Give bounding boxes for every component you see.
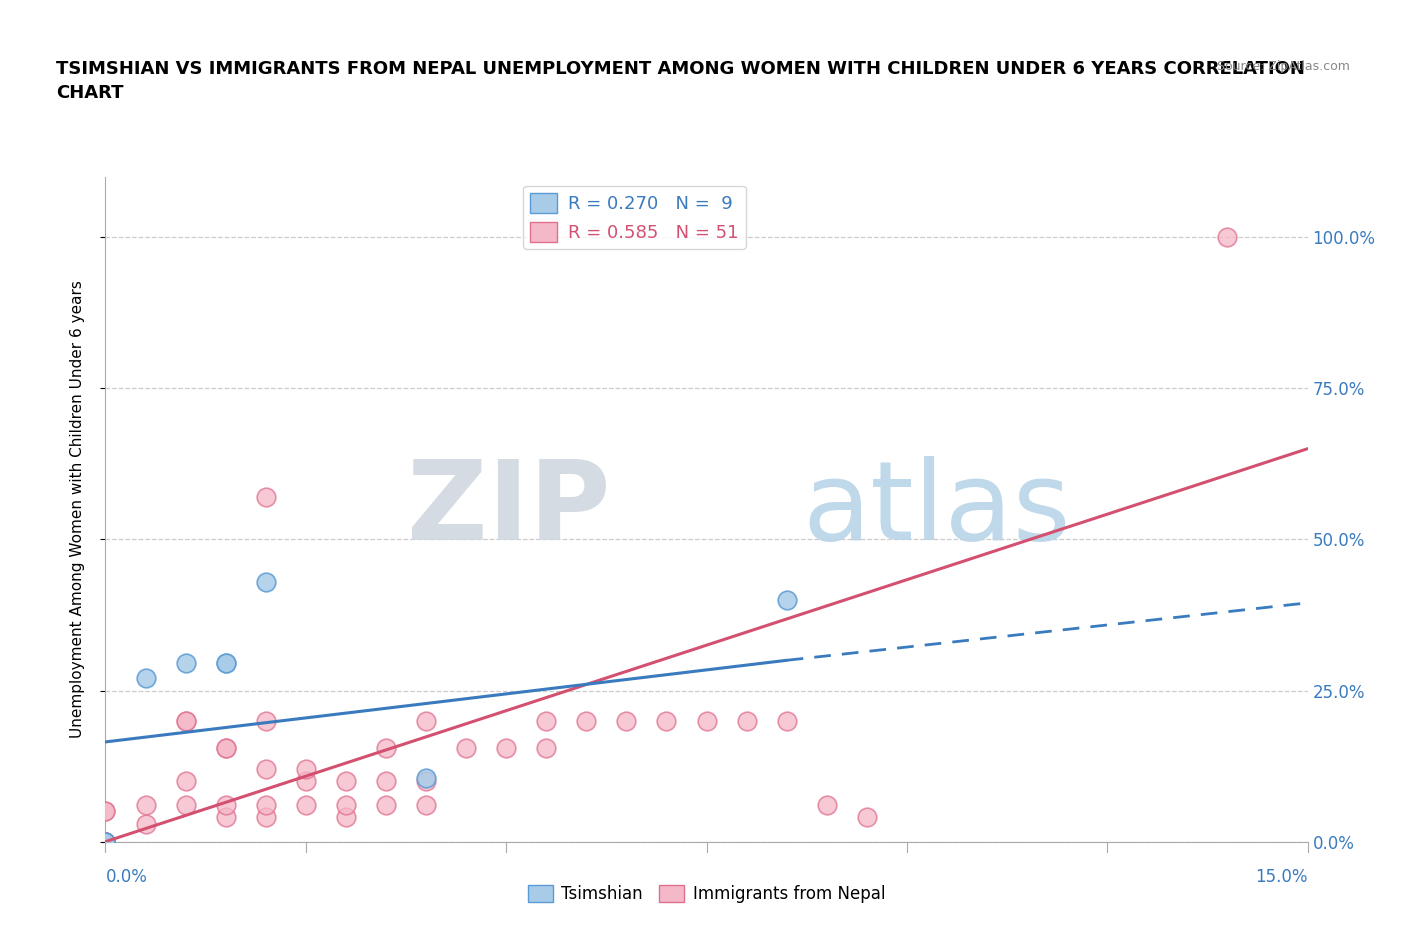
- Point: [94, 834, 117, 849]
- Point: [776, 713, 799, 728]
- Point: [815, 798, 838, 813]
- Text: atlas: atlas: [803, 456, 1071, 563]
- Point: [295, 762, 318, 777]
- Point: [254, 575, 277, 590]
- Point: [94, 834, 117, 849]
- Point: [655, 713, 678, 728]
- Text: 0.0%: 0.0%: [105, 868, 148, 886]
- Point: [534, 740, 557, 755]
- Point: [254, 762, 277, 777]
- Point: [575, 713, 598, 728]
- Y-axis label: Unemployment Among Women with Children Under 6 years: Unemployment Among Women with Children U…: [70, 280, 84, 738]
- Point: [254, 810, 277, 825]
- Point: [174, 656, 197, 671]
- Point: [94, 834, 117, 849]
- Point: [214, 740, 236, 755]
- Text: TSIMSHIAN VS IMMIGRANTS FROM NEPAL UNEMPLOYMENT AMONG WOMEN WITH CHILDREN UNDER : TSIMSHIAN VS IMMIGRANTS FROM NEPAL UNEMP…: [56, 60, 1305, 102]
- Point: [335, 774, 357, 789]
- Point: [214, 656, 236, 671]
- Point: [616, 713, 638, 728]
- Point: [135, 671, 157, 686]
- Point: [534, 713, 557, 728]
- Point: [254, 713, 277, 728]
- Point: [776, 592, 799, 607]
- Text: ZIP: ZIP: [406, 456, 610, 563]
- Point: [135, 817, 157, 831]
- Point: [94, 834, 117, 849]
- Point: [374, 740, 398, 755]
- Point: [495, 740, 517, 755]
- Legend: Tsimshian, Immigrants from Nepal: Tsimshian, Immigrants from Nepal: [522, 878, 891, 910]
- Point: [855, 810, 877, 825]
- Point: [174, 713, 197, 728]
- Point: [174, 798, 197, 813]
- Point: [214, 798, 236, 813]
- Point: [374, 798, 398, 813]
- Point: [174, 774, 197, 789]
- Point: [94, 834, 117, 849]
- Point: [415, 713, 437, 728]
- Point: [254, 490, 277, 505]
- Point: [415, 771, 437, 786]
- Point: [335, 810, 357, 825]
- Point: [94, 804, 117, 819]
- Text: 15.0%: 15.0%: [1256, 868, 1308, 886]
- Point: [735, 713, 758, 728]
- Point: [415, 798, 437, 813]
- Point: [214, 810, 236, 825]
- Point: [214, 740, 236, 755]
- Point: [454, 740, 477, 755]
- Point: [295, 798, 318, 813]
- Point: [1216, 230, 1239, 245]
- Point: [94, 834, 117, 849]
- Point: [335, 798, 357, 813]
- Point: [94, 834, 117, 849]
- Point: [696, 713, 718, 728]
- Point: [214, 656, 236, 671]
- Point: [94, 834, 117, 849]
- Point: [374, 774, 398, 789]
- Point: [295, 774, 318, 789]
- Text: Source: ZipAtlas.com: Source: ZipAtlas.com: [1216, 60, 1350, 73]
- Point: [94, 834, 117, 849]
- Point: [254, 798, 277, 813]
- Point: [94, 834, 117, 849]
- Point: [94, 834, 117, 849]
- Point: [94, 804, 117, 819]
- Point: [174, 713, 197, 728]
- Point: [135, 798, 157, 813]
- Point: [415, 774, 437, 789]
